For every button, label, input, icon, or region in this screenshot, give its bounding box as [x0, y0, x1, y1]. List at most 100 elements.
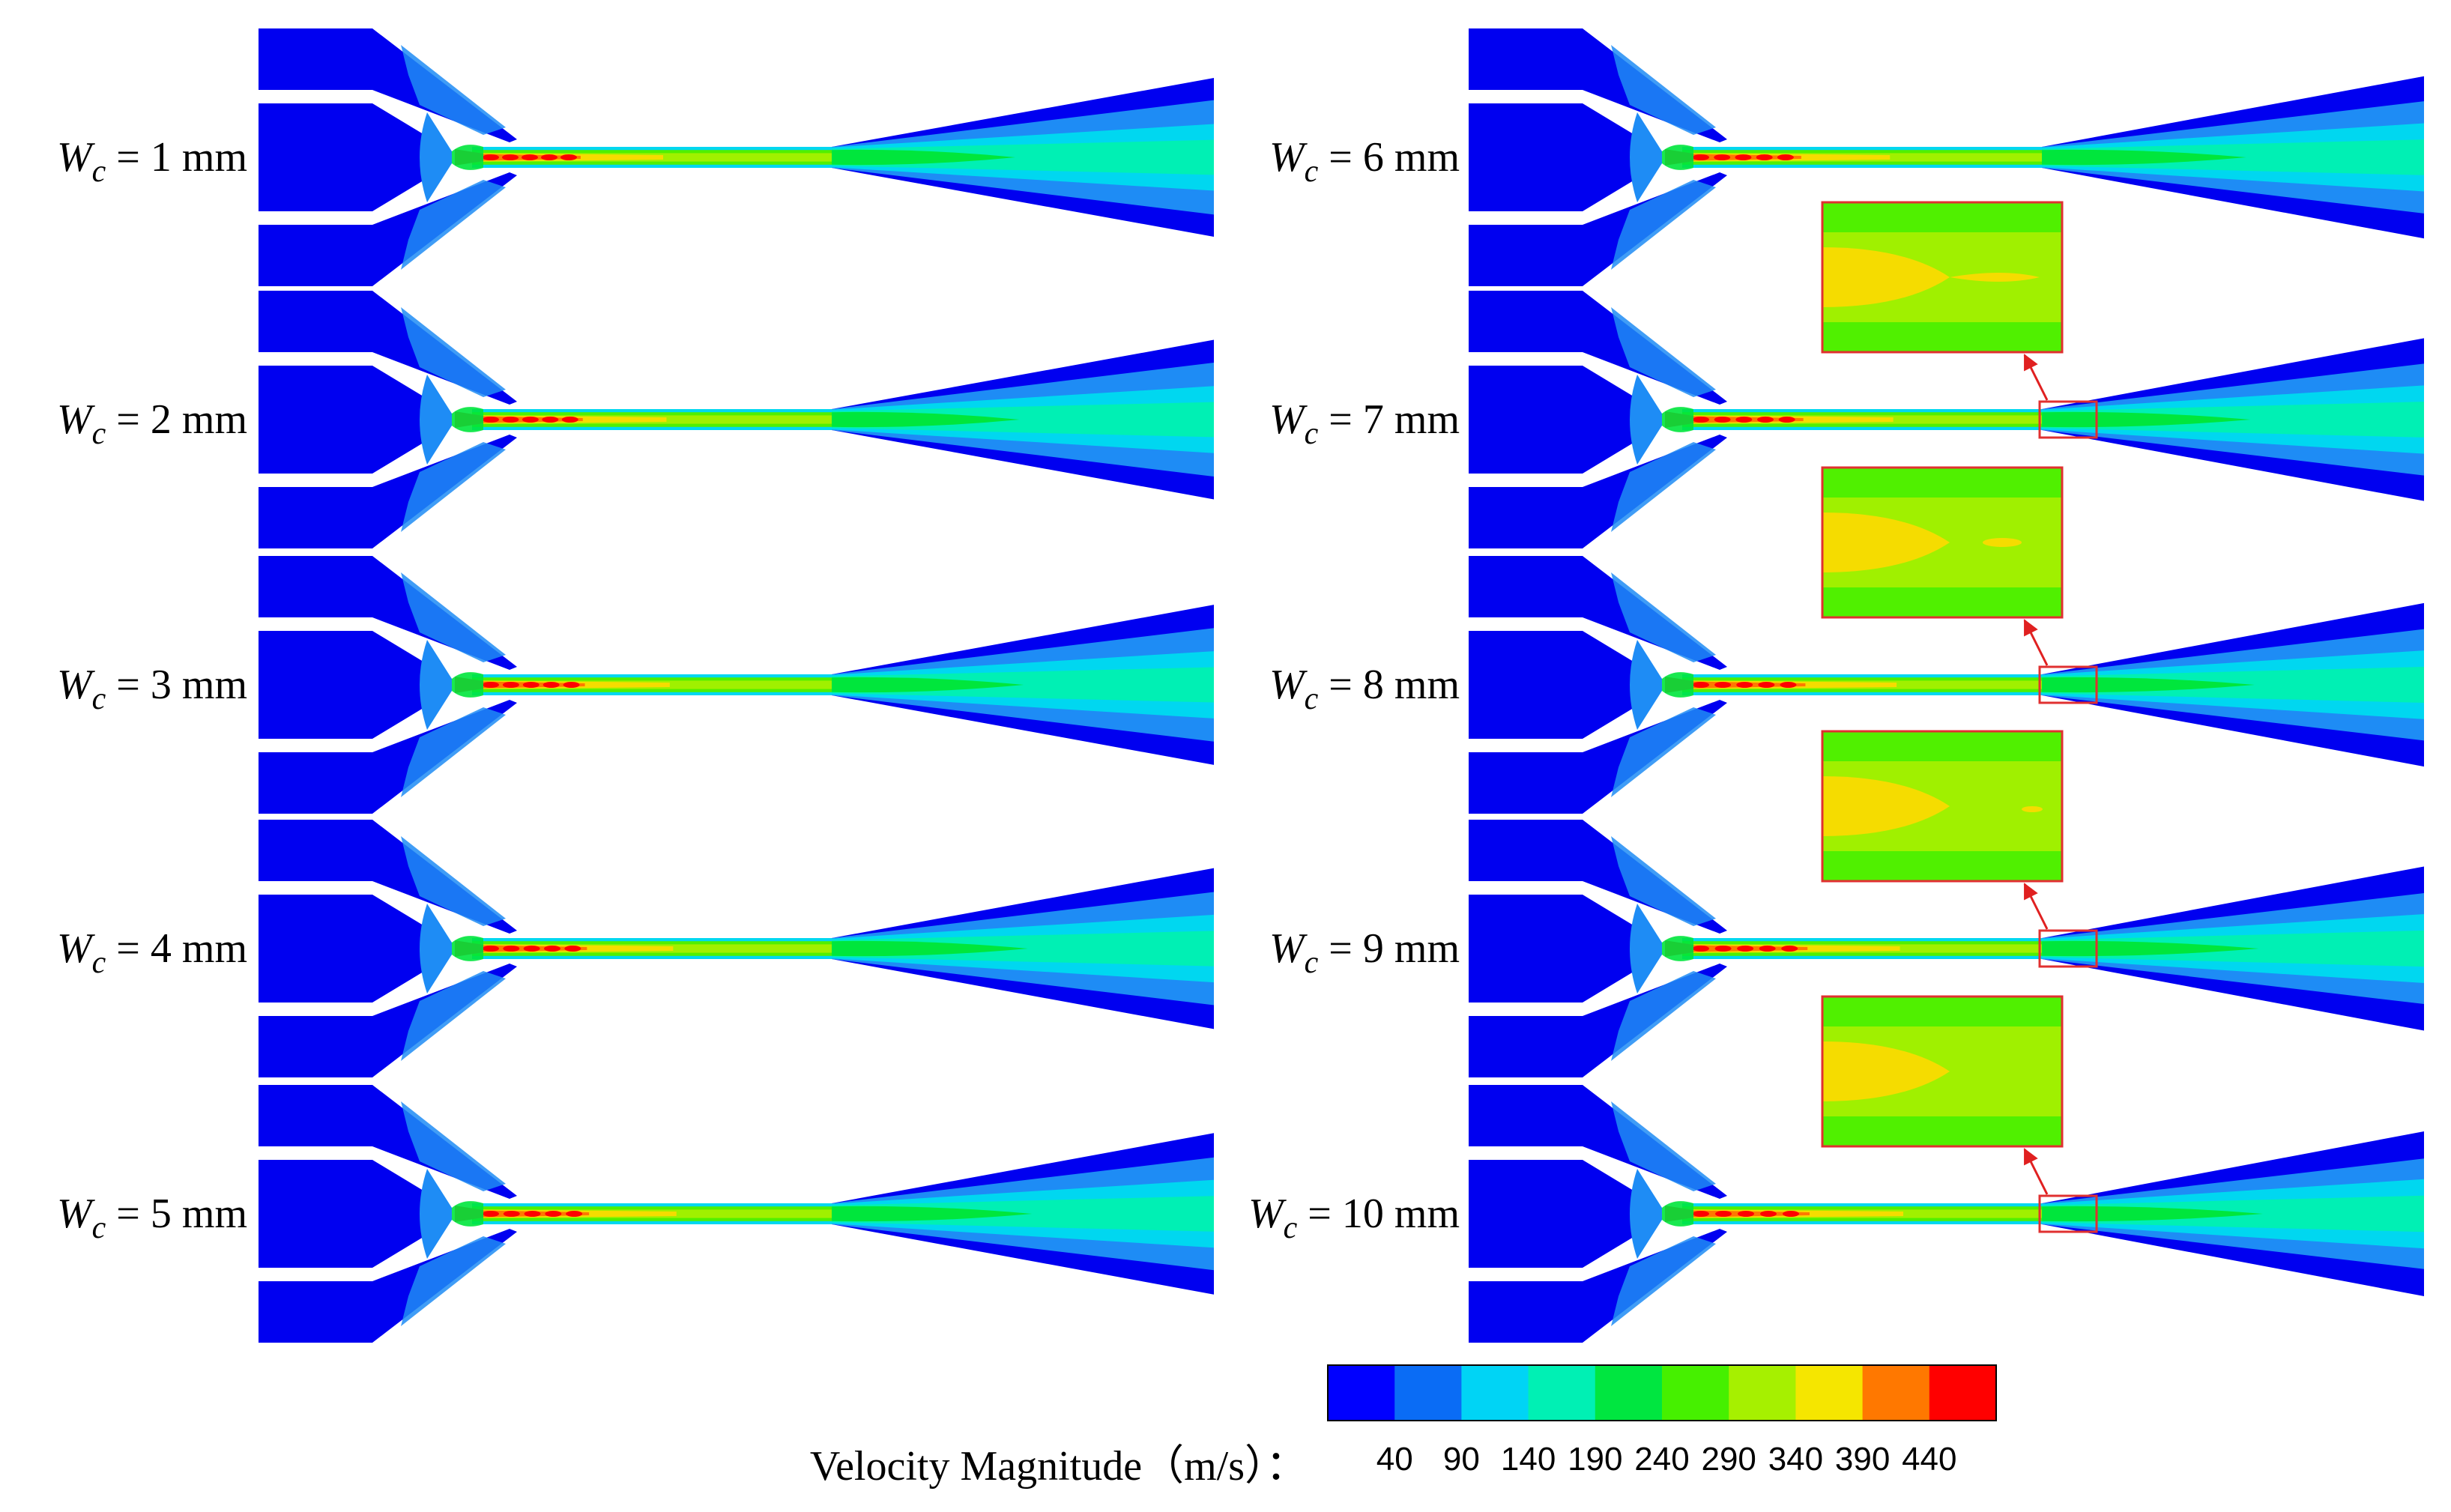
zoom-arrow [2023, 1148, 2049, 1195]
shock-cell [1758, 682, 1775, 688]
zoom-source-frame [2038, 1194, 2098, 1233]
shock-cell [502, 154, 519, 160]
contour-panel [259, 556, 1214, 814]
contour-panel [259, 820, 1214, 1077]
colorbar-tick-label: 240 [1634, 1441, 1689, 1478]
symbol-subscript: c [1305, 417, 1319, 451]
colorbar-tick-label: 440 [1902, 1441, 1956, 1478]
shock-cell [1781, 946, 1798, 952]
shock-cell [522, 682, 540, 688]
symbol-subscript: c [92, 682, 106, 716]
case-value: = 1 mm [106, 134, 247, 181]
contour-panel [1469, 556, 2424, 814]
colorbar-swatch [1729, 1365, 1796, 1421]
colorbar-tick-label: 290 [1701, 1441, 1756, 1478]
entrainment-zone [452, 672, 483, 698]
diffuser-core [832, 411, 1020, 428]
shock-cell [542, 417, 559, 423]
shock-cell [523, 946, 540, 952]
upper-inlet-shading [401, 836, 506, 926]
symbol-subscript: c [92, 1211, 106, 1245]
velocity-colorbar: Velocity Magnitude（m/s）： 40 90 140 190 240 29… [810, 1364, 1997, 1490]
entrainment-zone [452, 145, 483, 170]
zoom-inset-frame [1821, 201, 2064, 354]
case-label: Wc = 5 mm [57, 1191, 247, 1245]
primary-nozzle [1469, 631, 1662, 739]
right-column-panels [1469, 28, 2424, 1343]
shock-cell [564, 946, 581, 952]
shock-cell [1693, 154, 1709, 160]
entrainment-zone [1662, 936, 1693, 961]
lower-inlet-shading [1611, 1236, 1716, 1326]
zoom-source-frame [2038, 665, 2098, 704]
diffuser-core [832, 149, 1015, 166]
zoom-inset-tail [1950, 273, 2040, 282]
shock-cell [563, 682, 580, 688]
shock-cell [1714, 682, 1732, 688]
primary-nozzle [259, 1160, 452, 1268]
shock-cell [566, 1211, 583, 1217]
shock-cell [1757, 417, 1774, 423]
case-value: = 2 mm [106, 396, 247, 443]
nozzle-exit-shading [420, 112, 452, 202]
contour-panel [1469, 1085, 2424, 1343]
shock-cell [483, 1211, 499, 1217]
nozzle-exit-shading [1630, 640, 1662, 730]
contour-panel [259, 1085, 1214, 1343]
zoom-inset [1821, 995, 2098, 1233]
shock-cell [1714, 417, 1731, 423]
shock-cell [1736, 682, 1753, 688]
lower-inlet-shading [401, 1236, 506, 1326]
shock-cell [483, 682, 499, 688]
diffuser-core [832, 677, 1024, 693]
lower-inlet-shading [401, 442, 506, 532]
shock-cell [1738, 1211, 1754, 1217]
shock-cell [1737, 946, 1754, 952]
colorbar-swatch [1929, 1365, 1997, 1421]
colorbar-border [1327, 1364, 1997, 1421]
zoom-inset-tail [1983, 538, 2022, 547]
symbol-subscript: c [1305, 682, 1319, 716]
symbol-w: W [1269, 134, 1308, 181]
diffuser-core [2042, 149, 2246, 166]
shock-cell [522, 417, 539, 423]
nozzle-exit-shading [420, 1169, 452, 1259]
case-label: Wc = 7 mm [1269, 396, 1460, 451]
shock-cell [483, 946, 499, 952]
zoom-inset [1821, 201, 2098, 439]
entrainment-zone [452, 936, 483, 961]
upper-inlet-shading [401, 307, 506, 397]
case-value: = 6 mm [1318, 134, 1460, 181]
zoom-inset-core [1822, 512, 1950, 572]
shock-cell [1756, 154, 1773, 160]
shock-cell [503, 1211, 520, 1217]
zoom-inset [1821, 730, 2098, 968]
primary-nozzle [259, 366, 452, 474]
zoom-inset-core [1822, 1041, 1950, 1101]
case-label: Wc = 3 mm [57, 662, 247, 716]
entrainment-zone [1662, 672, 1693, 698]
primary-nozzle [259, 103, 452, 211]
primary-nozzle [259, 631, 452, 739]
entrainment-zone [452, 407, 483, 432]
primary-nozzle [1469, 366, 1662, 474]
lower-inlet-shading [401, 971, 506, 1061]
case-value: = 7 mm [1318, 396, 1460, 443]
upper-inlet-shading [1611, 836, 1716, 926]
shock-cell [1714, 154, 1731, 160]
upper-inlet-shading [1611, 45, 1716, 135]
zoom-inset-frame [1821, 730, 2064, 883]
diffuser-layer-3 [832, 402, 1214, 438]
lower-inlet-shading [1611, 971, 1716, 1061]
zoom-source-frame [2038, 929, 2098, 968]
entrainment-zone [1662, 1201, 1693, 1227]
case-label: Wc = 2 mm [57, 396, 247, 451]
zoom-inset-core [1822, 247, 1950, 307]
shock-cell [1693, 417, 1709, 423]
colorbar-swatch [1394, 1365, 1462, 1421]
contour-panel [259, 28, 1214, 286]
shock-cell [502, 417, 519, 423]
symbol-w: W [57, 1191, 95, 1237]
symbol-w: W [57, 396, 95, 443]
primary-nozzle [1469, 103, 1662, 211]
